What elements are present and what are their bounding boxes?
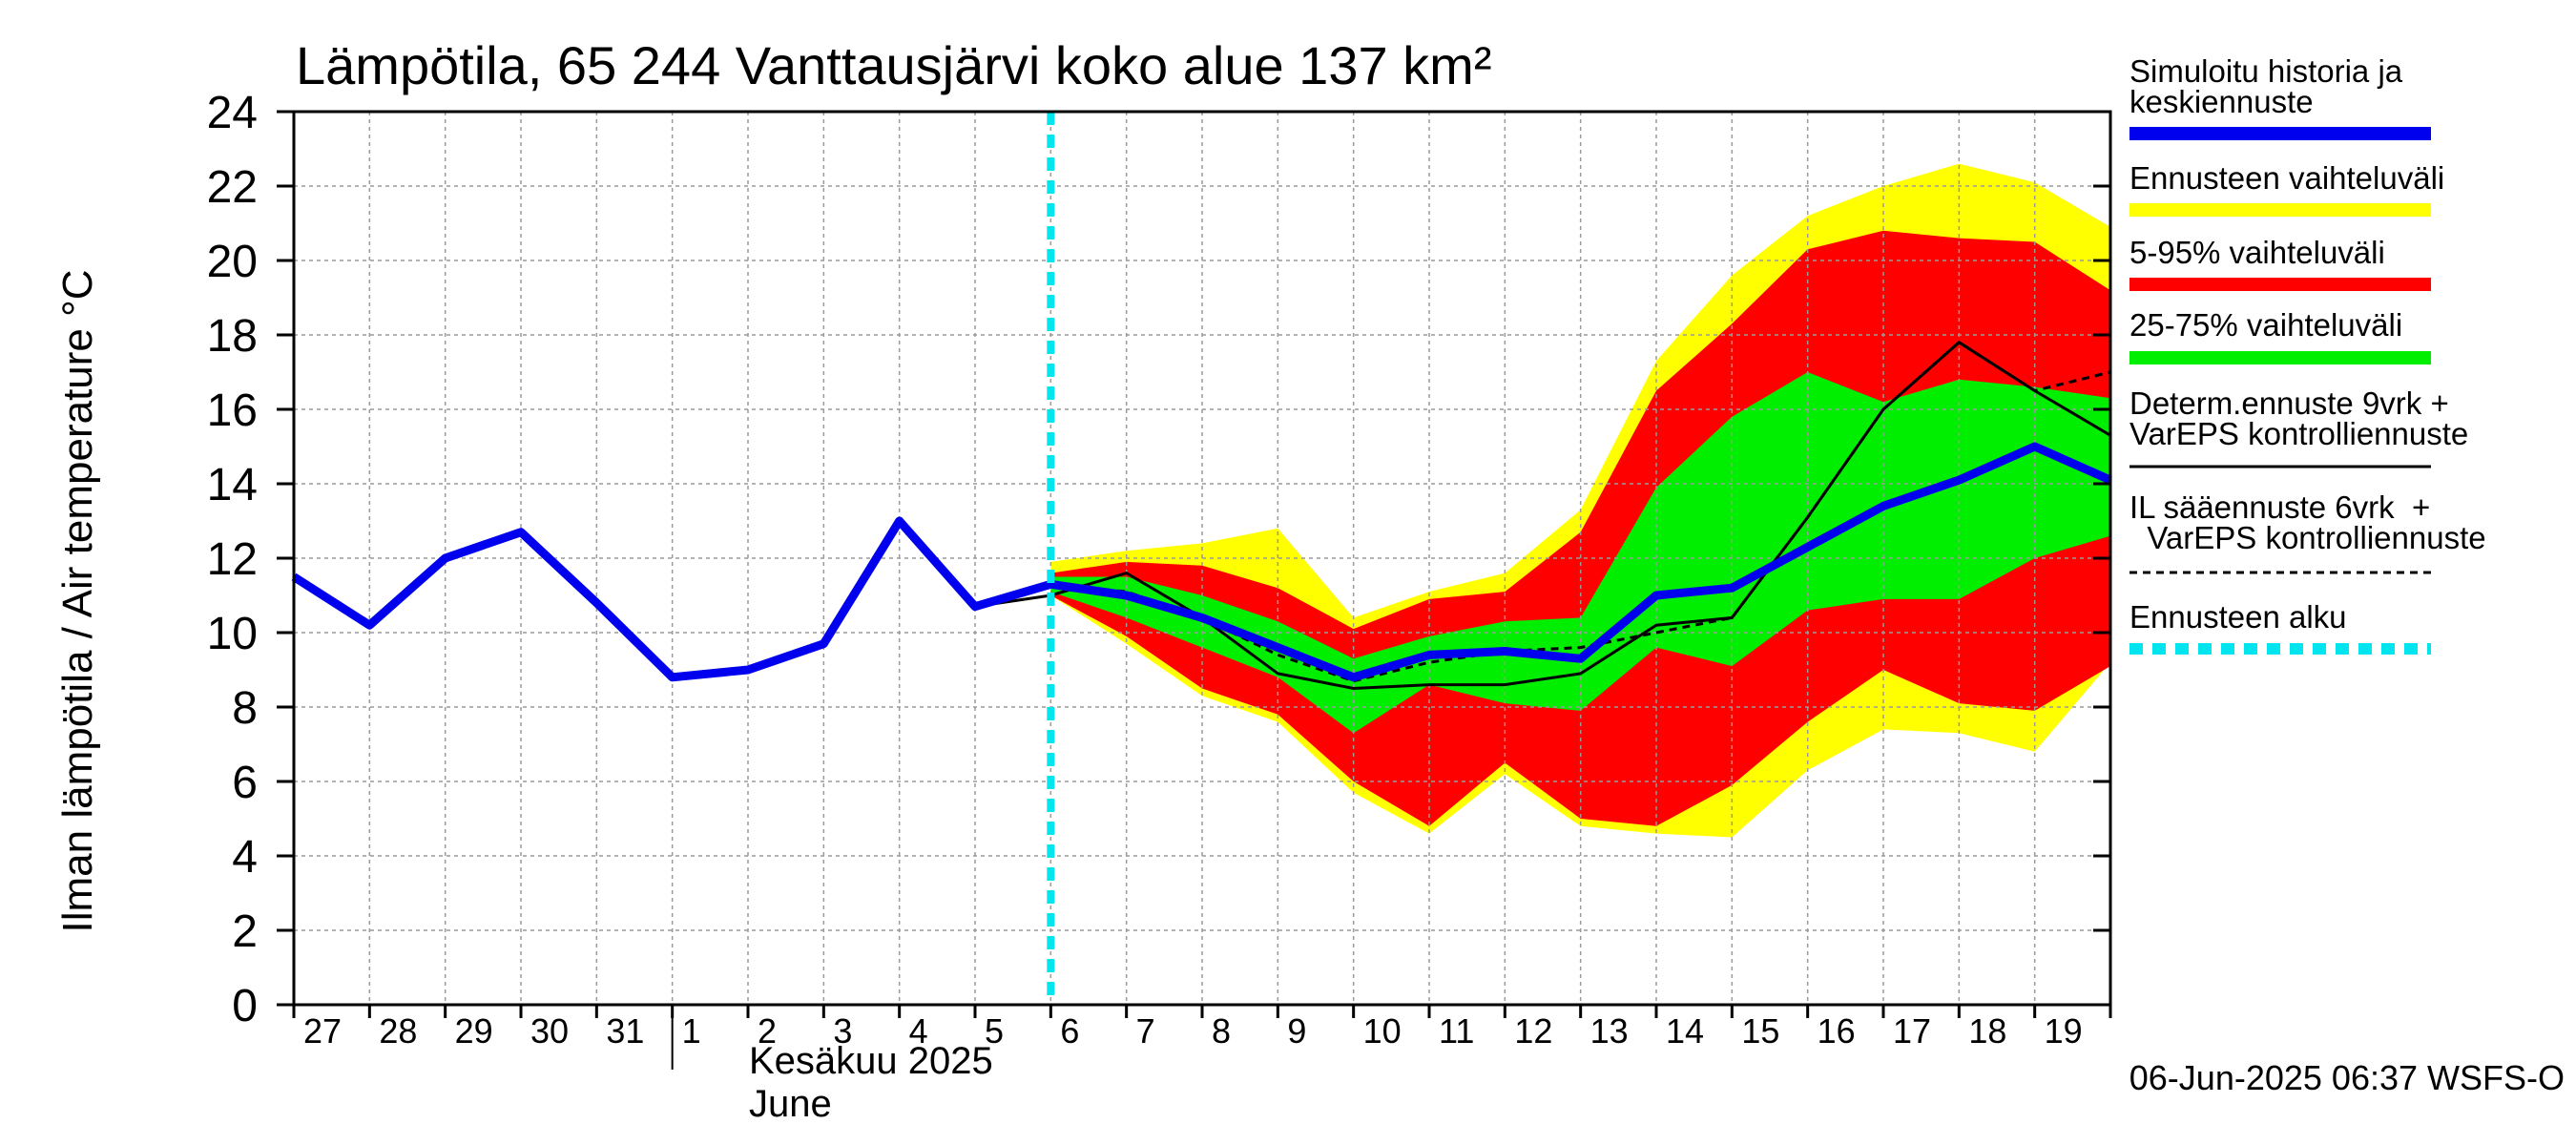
y-tick-label: 14	[207, 460, 258, 510]
y-axis-label: Ilman lämpötila / Air temperature °C	[54, 270, 101, 933]
x-tick-label: 29	[455, 1011, 493, 1051]
legend-label: VarEPS kontrolliennuste	[2129, 416, 2468, 451]
x-tick-label: 10	[1363, 1011, 1402, 1051]
x-tick-label: 15	[1741, 1011, 1779, 1051]
x-tick-label: 27	[303, 1011, 342, 1051]
x-tick-label: 4	[909, 1011, 928, 1051]
x-tick-label: 18	[1968, 1011, 2006, 1051]
x-tick-label: 5	[985, 1011, 1004, 1051]
y-tick-label: 8	[232, 683, 258, 734]
x-tick-label: 7	[1136, 1011, 1155, 1051]
x-tick-label: 2	[758, 1011, 777, 1051]
y-tick-label: 6	[232, 758, 258, 808]
x-tick-label: 3	[833, 1011, 852, 1051]
y-tick-label: 12	[207, 534, 258, 585]
x-tick-label: 16	[1818, 1011, 1856, 1051]
x-tick-label: 13	[1590, 1011, 1629, 1051]
y-tick-label: 18	[207, 311, 258, 362]
simulated-history-line	[291, 442, 2112, 682]
y-tick-label: 22	[207, 162, 258, 213]
x-tick-label: 9	[1287, 1011, 1306, 1051]
x-tick-label: 14	[1666, 1011, 1704, 1051]
x-tick-label: 28	[379, 1011, 417, 1051]
legend-label: 25-75% vaihteluväli	[2129, 307, 2402, 343]
legend-label: 5-95% vaihteluväli	[2129, 235, 2385, 270]
x-tick-label: 31	[606, 1011, 644, 1051]
deterministic-forecast-line	[898, 340, 2111, 691]
y-tick-label: 2	[232, 906, 258, 957]
y-tick-label: 10	[207, 609, 258, 659]
x-tick-label: 30	[530, 1011, 569, 1051]
x-tick-label: 17	[1893, 1011, 1931, 1051]
legend-label: VarEPS kontrolliennuste	[2129, 520, 2486, 555]
legend-label: keskiennuste	[2129, 84, 2314, 119]
y-tick-label: 4	[232, 832, 258, 883]
y-tick-label: 0	[232, 981, 258, 1031]
y-tick-label: 16	[207, 385, 258, 436]
legend-label: Determ.ennuste 9vrk +	[2129, 385, 2449, 421]
x-tick-label: 1	[682, 1011, 701, 1051]
x-tick-label: 6	[1060, 1011, 1079, 1051]
x-tick-label: 12	[1514, 1011, 1552, 1051]
month-label-fi: Kesäkuu 2025	[749, 1040, 993, 1082]
series-lines	[291, 112, 2112, 1005]
legend-label: Ennusteen vaihteluväli	[2129, 160, 2444, 196]
x-tick-label: 8	[1212, 1011, 1231, 1051]
y-tick-label: 20	[207, 237, 258, 287]
legend-label: Ennusteen alku	[2129, 599, 2347, 635]
x-tick-label: 19	[2045, 1011, 2083, 1051]
month-label-en: June	[749, 1083, 832, 1125]
y-tick-label: 24	[207, 88, 258, 138]
legend-label: IL sääennuste 6vrk +	[2129, 489, 2430, 525]
x-tick-label: 11	[1439, 1011, 1474, 1051]
chart-title: Lämpötila, 65 244 Vanttausjärvi koko alu…	[296, 35, 1491, 95]
footer-timestamp: 06-Jun-2025 06:37 WSFS-O	[2129, 1058, 2565, 1097]
legend-label: Simuloitu historia ja	[2129, 53, 2403, 89]
